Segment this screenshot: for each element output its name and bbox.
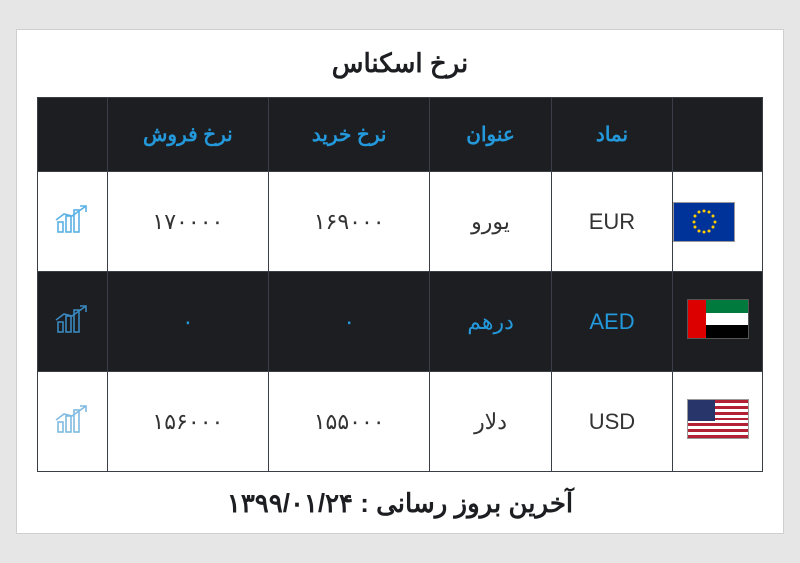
flag-us (687, 399, 749, 439)
cell-buy-rate: ۰ (269, 272, 430, 372)
header-chart (38, 98, 108, 172)
card-title: نرخ اسکناس (37, 48, 763, 79)
header-name: عنوان (430, 98, 551, 172)
cell-currency-code: AED (551, 272, 672, 372)
cell-flag (673, 172, 763, 272)
rates-table: نرخ فروش نرخ خرید عنوان نماد ۱۷۰۰۰۰ ۱۶۹۰… (37, 97, 763, 472)
cell-currency-code: EUR (551, 172, 672, 272)
header-sell: نرخ فروش (107, 98, 268, 172)
trend-chart-icon (54, 404, 90, 434)
table-row[interactable]: ۱۵۶۰۰۰ ۱۵۵۰۰۰ دلار USD (38, 372, 763, 472)
cell-sell-rate: ۱۷۰۰۰۰ (107, 172, 268, 272)
trend-chart-icon (54, 304, 90, 334)
cell-currency-name: درهم (430, 272, 551, 372)
header-code: نماد (551, 98, 672, 172)
cell-currency-name: دلار (430, 372, 551, 472)
cell-currency-code: USD (551, 372, 672, 472)
last-update: آخرین بروز رسانی : ۱۳۹۹/۰۱/۲۴ (37, 488, 763, 519)
cell-currency-name: یورو (430, 172, 551, 272)
cell-flag (673, 372, 763, 472)
cell-chart[interactable] (38, 372, 108, 472)
cell-buy-rate: ۱۵۵۰۰۰ (269, 372, 430, 472)
cell-buy-rate: ۱۶۹۰۰۰ (269, 172, 430, 272)
header-buy: نرخ خرید (269, 98, 430, 172)
cell-chart[interactable] (38, 172, 108, 272)
cell-sell-rate: ۱۵۶۰۰۰ (107, 372, 268, 472)
rates-card: نرخ اسکناس نرخ فروش نرخ خرید عنوان نماد … (16, 29, 784, 534)
cell-flag (673, 272, 763, 372)
header-flag (673, 98, 763, 172)
cell-chart[interactable] (38, 272, 108, 372)
table-row[interactable]: ۱۷۰۰۰۰ ۱۶۹۰۰۰ یورو EUR (38, 172, 763, 272)
trend-chart-icon (54, 204, 90, 234)
cell-sell-rate: ۰ (107, 272, 268, 372)
table-row[interactable]: ۰ ۰ درهم AED (38, 272, 763, 372)
flag-eu (673, 202, 735, 242)
flag-ae (687, 299, 749, 339)
